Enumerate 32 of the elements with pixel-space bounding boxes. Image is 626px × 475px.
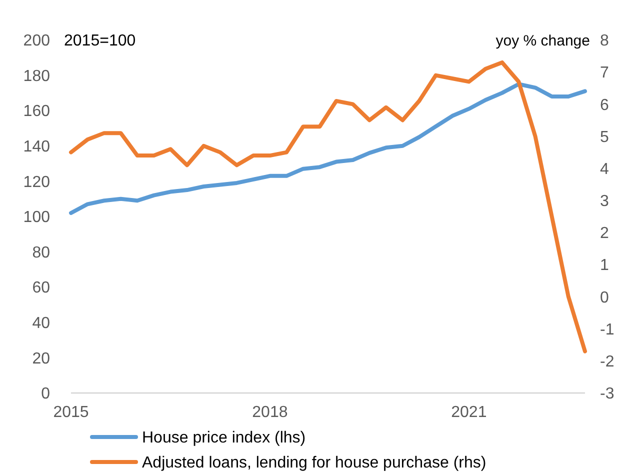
legend-label: Adjusted loans, lending for house purchase (rhs)	[142, 454, 486, 472]
y2-tick-label: -3	[600, 386, 614, 403]
line-series	[69, 82, 587, 215]
x-tick-label: 2021	[451, 404, 487, 421]
y2-axis-title: yoy % change	[496, 32, 590, 50]
line-series	[69, 60, 587, 354]
x-tick-label: 2015	[53, 404, 89, 421]
y-tick-label: 140	[23, 138, 50, 156]
y2-tick-label: 2	[600, 225, 609, 242]
y2-tick-label: 3	[600, 193, 609, 210]
y-tick-label: 120	[23, 174, 50, 191]
y2-tick-label: 8	[600, 32, 609, 50]
y2-tick-label: 7	[600, 64, 609, 82]
y-axis-title: 2015=100	[64, 32, 136, 50]
y-tick-label: 0	[41, 386, 50, 403]
y-tick-label: 180	[23, 68, 50, 85]
y2-tick-label: -2	[600, 354, 614, 371]
y-tick-label: 160	[23, 103, 50, 120]
x-tick-label: 2018	[252, 404, 288, 421]
y2-tick-label: 4	[600, 160, 609, 178]
y2-tick-label: -1	[600, 321, 614, 338]
y-tick-label: 60	[32, 280, 50, 297]
y-tick-label: 100	[23, 209, 50, 226]
y-tick-label: 200	[23, 32, 50, 50]
y2-tick-label: 0	[600, 289, 609, 306]
y-tick-label: 80	[32, 244, 50, 262]
y-tick-label: 20	[32, 350, 50, 368]
y2-tick-label: 5	[600, 128, 609, 146]
legend-label: House price index (lhs)	[142, 430, 306, 447]
y2-tick-label: 1	[600, 257, 609, 274]
y-tick-label: 40	[32, 315, 50, 332]
y2-tick-label: 6	[600, 96, 609, 114]
